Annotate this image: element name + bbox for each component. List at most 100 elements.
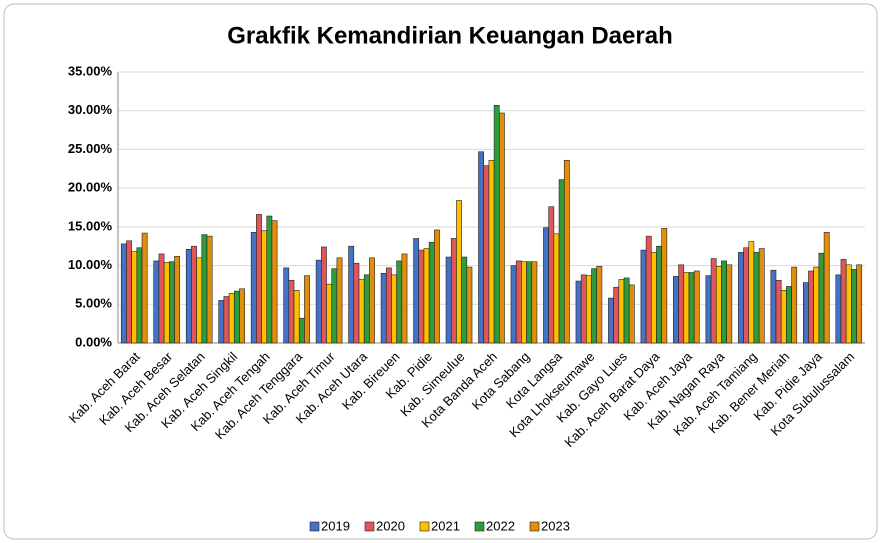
bar: [289, 280, 294, 343]
bar: [327, 284, 332, 343]
bar: [414, 238, 419, 343]
bar: [424, 249, 429, 343]
y-tick-label: 35.00%: [68, 63, 113, 78]
bar: [597, 266, 602, 343]
bar: [673, 276, 678, 343]
bar: [467, 267, 472, 343]
bar: [451, 238, 456, 343]
bar: [749, 242, 754, 343]
bar: [836, 275, 841, 343]
bar: [759, 249, 764, 343]
bar: [126, 241, 131, 343]
bar: [446, 257, 451, 343]
bar: [581, 275, 586, 343]
bar: [267, 216, 272, 343]
bar: [294, 290, 299, 343]
bar: [576, 281, 581, 343]
legend-swatch: [420, 522, 429, 531]
bar: [121, 244, 126, 343]
bar: [397, 261, 402, 343]
bar: [792, 267, 797, 343]
bar: [619, 280, 624, 343]
bar: [771, 270, 776, 343]
bar: [819, 253, 824, 343]
legend-label: 2023: [541, 518, 570, 533]
bar: [229, 293, 234, 343]
bar: [744, 248, 749, 343]
bar: [846, 265, 851, 343]
bar: [641, 250, 646, 343]
bar: [284, 268, 289, 343]
legend-label: 2022: [486, 518, 515, 533]
bar: [137, 248, 142, 343]
bar: [349, 246, 354, 343]
bar: [391, 275, 396, 343]
bar: [186, 249, 191, 343]
y-tick-label: 0.00%: [75, 334, 112, 349]
bar: [262, 231, 267, 343]
bar: [304, 276, 309, 343]
bar: [197, 258, 202, 343]
bar: [532, 262, 537, 343]
bar: [159, 254, 164, 343]
bar: [321, 247, 326, 343]
bar: [494, 105, 499, 343]
y-tick-label: 5.00%: [75, 296, 112, 311]
legend-label: 2021: [431, 518, 460, 533]
bar: [781, 290, 786, 343]
bar: [234, 291, 239, 343]
bar: [706, 276, 711, 343]
bar: [656, 246, 661, 343]
y-tick-label: 30.00%: [68, 102, 113, 117]
bar: [716, 266, 721, 343]
bar: [364, 275, 369, 343]
bar: [359, 280, 364, 343]
bar: [689, 273, 694, 343]
bar: [684, 273, 689, 343]
bar: [857, 265, 862, 343]
bar: [489, 160, 494, 343]
bar: [727, 265, 732, 343]
bar: [554, 234, 559, 343]
bar: [511, 266, 516, 343]
bar: [586, 276, 591, 343]
bar: [646, 236, 651, 343]
bar: [803, 283, 808, 343]
bar: [154, 261, 159, 343]
chart-title: Grakfik Kemandirian Keuangan Daerah: [227, 22, 672, 49]
bar: [516, 261, 521, 343]
bar: [564, 160, 569, 343]
y-tick-label: 15.00%: [68, 218, 113, 233]
bar: [169, 262, 174, 343]
bar: [239, 289, 244, 343]
bar: [711, 259, 716, 343]
bar: [272, 221, 277, 343]
bar: [841, 259, 846, 343]
legend-swatch: [310, 522, 319, 531]
bar: [694, 271, 699, 343]
legend-label: 2019: [321, 518, 350, 533]
bar: [624, 278, 629, 343]
bar: [251, 232, 256, 343]
bar: [132, 252, 137, 343]
bar: [381, 273, 386, 343]
legend-label: 2020: [376, 518, 405, 533]
bar: [299, 318, 304, 343]
bar: [679, 265, 684, 343]
bar: [608, 298, 613, 343]
bar: [559, 180, 564, 343]
bar: [191, 246, 196, 343]
legend-swatch: [365, 522, 374, 531]
bar: [369, 258, 374, 343]
bar: [754, 252, 759, 343]
bar: [629, 285, 634, 343]
bar: [499, 113, 504, 343]
bar: [219, 300, 224, 343]
bar: [175, 256, 180, 343]
bar: [651, 252, 656, 343]
bar: [456, 201, 461, 343]
bar: [142, 233, 147, 343]
bar: [808, 271, 813, 343]
y-tick-label: 20.00%: [68, 180, 113, 195]
bar: [776, 280, 781, 343]
